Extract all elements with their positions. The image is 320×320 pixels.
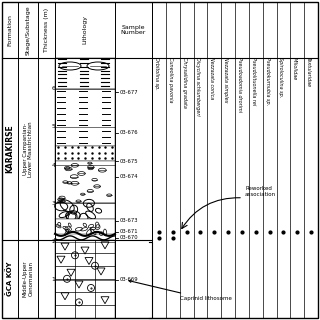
- Text: 03-674: 03-674: [120, 174, 139, 179]
- Text: Orbitolina sp.: Orbitolina sp.: [154, 57, 159, 90]
- Text: 1: 1: [52, 277, 55, 282]
- Text: Chrysalidina gradata: Chrysalidina gradata: [181, 57, 187, 108]
- Text: Nezzazata conica: Nezzazata conica: [209, 57, 214, 99]
- Text: 03-677: 03-677: [120, 90, 139, 95]
- Bar: [55, 203, 115, 219]
- Text: 2: 2: [51, 239, 55, 244]
- Text: Dicyclina schlumbergeri: Dicyclina schlumbergeri: [196, 57, 200, 116]
- Bar: [55, 146, 115, 161]
- Text: KARAKIRSE: KARAKIRSE: [5, 124, 14, 173]
- Text: ĞCA KÖY: ĞCA KÖY: [6, 261, 13, 296]
- Text: Pseudokurnubia sp.: Pseudokurnubia sp.: [265, 57, 269, 105]
- Text: 03-670: 03-670: [120, 235, 139, 240]
- Text: Formation: Formation: [7, 14, 12, 46]
- Text: Reworked
association: Reworked association: [245, 187, 276, 197]
- Text: Cuneolina pavonia: Cuneolina pavonia: [168, 57, 173, 102]
- Text: 3: 3: [51, 201, 55, 206]
- Text: 03-671: 03-671: [120, 229, 139, 235]
- Text: Pseudoadomia drorimi: Pseudoadomia drorimi: [237, 57, 242, 112]
- Text: Miliolidae: Miliolidae: [292, 57, 297, 80]
- Bar: [55, 89, 115, 146]
- Text: Sample
Number: Sample Number: [121, 25, 146, 36]
- Bar: [55, 219, 115, 234]
- Text: Spiroloculina sp.: Spiroloculina sp.: [278, 57, 284, 97]
- Bar: [55, 240, 115, 318]
- Text: 03-673: 03-673: [120, 218, 139, 223]
- Text: 6: 6: [52, 86, 55, 91]
- Text: 4: 4: [51, 163, 55, 168]
- Text: Pseudolituonella rei: Pseudolituonella rei: [251, 57, 256, 105]
- Text: Middle-Upper
Cenomanian: Middle-Upper Cenomanian: [23, 260, 33, 297]
- Text: Nezzazata simplex: Nezzazata simplex: [223, 57, 228, 102]
- Text: Caprinid lithosome: Caprinid lithosome: [129, 280, 232, 301]
- Text: 03-675: 03-675: [120, 159, 139, 164]
- Text: Stage/Substage: Stage/Substage: [26, 5, 30, 55]
- Bar: [55, 161, 115, 203]
- Bar: [55, 58, 115, 89]
- Text: Upper Campanian-
Lower Maastrichtian: Upper Campanian- Lower Maastrichtian: [23, 121, 33, 177]
- Text: 03-676: 03-676: [120, 130, 139, 135]
- Text: Textularidae: Textularidae: [306, 57, 311, 87]
- Text: Lithology: Lithology: [83, 15, 87, 44]
- Text: 5: 5: [52, 124, 55, 129]
- Text: 03-669: 03-669: [120, 277, 139, 282]
- Text: Thickness (m): Thickness (m): [44, 8, 49, 52]
